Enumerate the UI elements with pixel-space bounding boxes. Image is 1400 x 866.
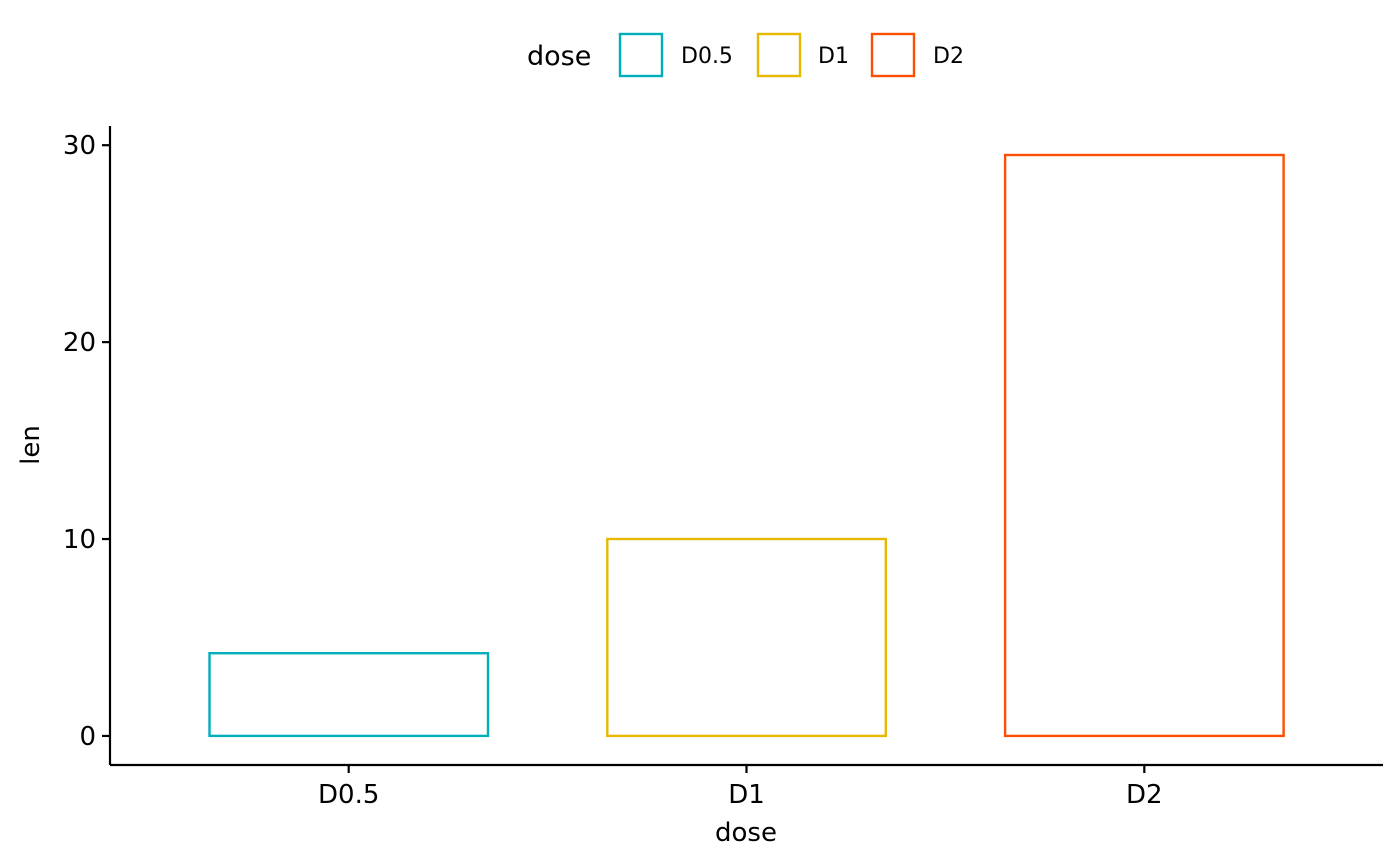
legend-label: D0.5 <box>681 44 733 69</box>
legend-key-d1 <box>756 32 802 78</box>
bar-d0-5 <box>208 652 490 738</box>
x-axis-title: dose <box>715 818 777 848</box>
y-axis: 0 10 20 30 <box>63 126 112 765</box>
y-axis-title: len <box>16 425 46 465</box>
bar-d2 <box>1003 153 1285 738</box>
x-tick-label: D2 <box>1126 780 1163 810</box>
legend-label: D2 <box>933 44 964 69</box>
legend-label: D1 <box>818 44 849 69</box>
y-tick-label: 20 <box>63 328 96 358</box>
y-tick-label: 10 <box>63 525 96 555</box>
y-tick-label: 30 <box>63 131 96 161</box>
legend-key-d2 <box>870 32 916 78</box>
legend-key-d0-5 <box>618 32 664 78</box>
x-axis: D0.5 D1 D2 <box>110 763 1383 810</box>
y-tick-label: 0 <box>79 722 96 752</box>
legend: dose D0.5 D1 D2 <box>527 32 964 78</box>
x-tick-label: D0.5 <box>318 780 379 810</box>
x-tick-label: D1 <box>728 780 765 810</box>
legend-title: dose <box>527 41 591 72</box>
bars <box>208 153 1285 738</box>
bar-d1 <box>606 537 887 738</box>
